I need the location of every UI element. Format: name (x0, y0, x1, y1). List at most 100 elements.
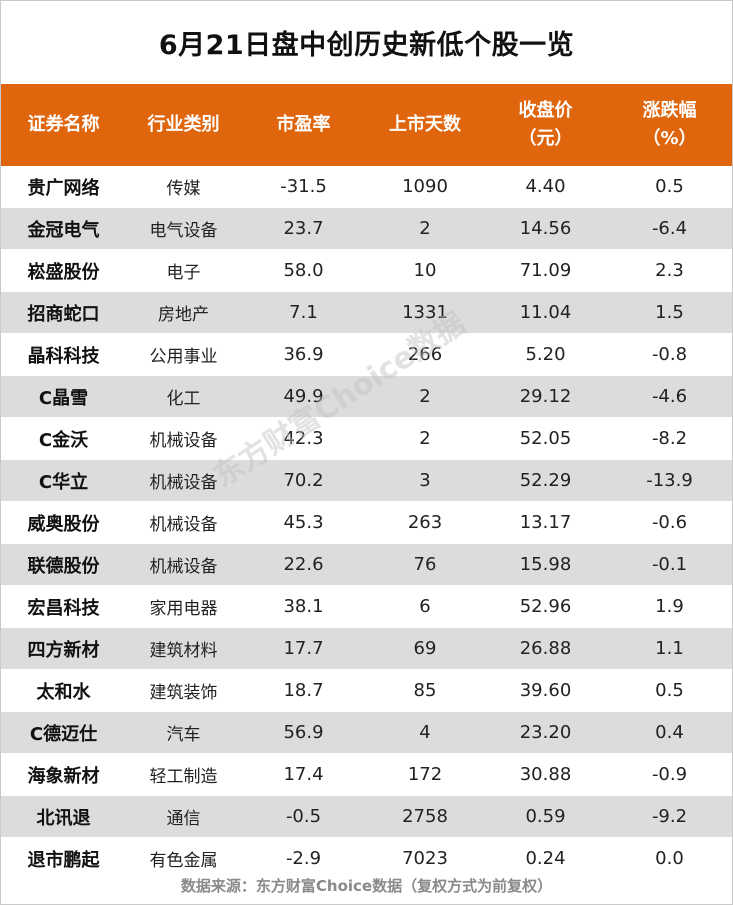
cell-close: 39.60 (484, 669, 607, 712)
cell-change: -4.6 (607, 375, 732, 418)
data-source-note: 数据来源：东方财富Choice数据（复权方式为前复权） (180, 876, 553, 895)
cell-close: 71.09 (484, 249, 607, 292)
cell-pe: 42.3 (241, 417, 366, 460)
header-days: 上市天数 (366, 84, 484, 166)
cell-change: 1.9 (607, 585, 732, 628)
table-row: 太和水 建筑装饰 18.7 85 39.60 0.5 (1, 669, 732, 712)
cell-pe: 22.6 (241, 543, 366, 586)
cell-pe: 70.2 (241, 459, 366, 502)
cell-change: -9.2 (607, 795, 732, 838)
cell-industry: 机械设备 (126, 417, 241, 460)
cell-days: 2 (366, 417, 484, 460)
cell-industry: 机械设备 (126, 543, 241, 586)
table-row: 海象新材 轻工制造 17.4 172 30.88 -0.9 (1, 753, 732, 796)
cell-name: 太和水 (1, 669, 126, 712)
header-name: 证券名称 (1, 84, 126, 166)
table-row: 退市鹏起 有色金属 -2.9 7023 0.24 0.0 (1, 837, 732, 880)
cell-days: 2758 (366, 795, 484, 838)
header-close-line2: （元） (518, 128, 573, 149)
cell-days: 76 (366, 543, 484, 586)
header-industry: 行业类别 (126, 84, 241, 166)
cell-pe: 17.4 (241, 753, 366, 796)
cell-name: 北讯退 (1, 795, 126, 838)
cell-change: -0.6 (607, 501, 732, 544)
cell-days: 263 (366, 501, 484, 544)
table-row: 宏昌科技 家用电器 38.1 6 52.96 1.9 (1, 585, 732, 628)
table-row: C德迈仕 汽车 56.9 4 23.20 0.4 (1, 711, 732, 754)
cell-close: 0.59 (484, 795, 607, 838)
cell-industry: 通信 (126, 795, 241, 838)
cell-industry: 电子 (126, 249, 241, 292)
cell-change: -0.9 (607, 753, 732, 796)
header-change-line2: （%） (642, 128, 697, 149)
cell-change: -8.2 (607, 417, 732, 460)
cell-name: C德迈仕 (1, 711, 126, 754)
cell-days: 7023 (366, 837, 484, 880)
table-row: 北讯退 通信 -0.5 2758 0.59 -9.2 (1, 795, 732, 838)
cell-name: 贵广网络 (1, 166, 126, 208)
cell-industry: 建筑装饰 (126, 669, 241, 712)
cell-name: 四方新材 (1, 627, 126, 670)
cell-close: 26.88 (484, 627, 607, 670)
cell-pe: 17.7 (241, 627, 366, 670)
cell-days: 85 (366, 669, 484, 712)
table-row: 金冠电气 电气设备 23.7 2 14.56 -6.4 (1, 207, 732, 250)
cell-days: 6 (366, 585, 484, 628)
cell-name: 金冠电气 (1, 207, 126, 250)
header-close-line1: 收盘价 (518, 100, 573, 121)
cell-days: 1331 (366, 291, 484, 334)
page-title: 6月21日盘中创历史新低个股一览 (158, 29, 575, 61)
header-change: 涨跌幅 （%） (607, 84, 732, 166)
cell-pe: 49.9 (241, 375, 366, 418)
cell-change: 0.5 (607, 166, 732, 208)
cell-pe: 38.1 (241, 585, 366, 628)
cell-change: 1.5 (607, 291, 732, 334)
cell-change: 1.1 (607, 627, 732, 670)
cell-change: 2.3 (607, 249, 732, 292)
cell-close: 30.88 (484, 753, 607, 796)
cell-name: C金沃 (1, 417, 126, 460)
cell-pe: -0.5 (241, 795, 366, 838)
cell-name: 晶科科技 (1, 333, 126, 376)
cell-days: 2 (366, 207, 484, 250)
header-change-line1: 涨跌幅 (642, 100, 697, 121)
cell-name: 威奥股份 (1, 501, 126, 544)
table-row: 威奥股份 机械设备 45.3 263 13.17 -0.6 (1, 501, 732, 544)
cell-close: 15.98 (484, 543, 607, 586)
cell-industry: 公用事业 (126, 333, 241, 376)
header-close: 收盘价 （元） (484, 84, 607, 166)
cell-days: 4 (366, 711, 484, 754)
cell-change: -0.8 (607, 333, 732, 376)
table-row: C晶雪 化工 49.9 2 29.12 -4.6 (1, 375, 732, 418)
table-row: 招商蛇口 房地产 7.1 1331 11.04 1.5 (1, 291, 732, 334)
header-pe: 市盈率 (241, 84, 366, 166)
cell-days: 172 (366, 753, 484, 796)
cell-close: 13.17 (484, 501, 607, 544)
cell-industry: 有色金属 (126, 837, 241, 880)
cell-close: 11.04 (484, 291, 607, 334)
cell-pe: 7.1 (241, 291, 366, 334)
cell-industry: 化工 (126, 375, 241, 418)
header-row: 证券名称 行业类别 市盈率 上市天数 收盘价 （元） 涨跌幅 （%） (1, 84, 732, 166)
cell-close: 4.40 (484, 166, 607, 208)
cell-name: 退市鹏起 (1, 837, 126, 880)
cell-pe: 58.0 (241, 249, 366, 292)
cell-industry: 电气设备 (126, 207, 241, 250)
cell-name: 宏昌科技 (1, 585, 126, 628)
cell-industry: 汽车 (126, 711, 241, 754)
cell-pe: 56.9 (241, 711, 366, 754)
cell-change: 0.5 (607, 669, 732, 712)
table-row: 贵广网络 传媒 -31.5 1090 4.40 0.5 (1, 166, 732, 208)
cell-change: 0.0 (607, 837, 732, 880)
cell-name: C华立 (1, 459, 126, 502)
table-row: 四方新材 建筑材料 17.7 69 26.88 1.1 (1, 627, 732, 670)
table-row: 崧盛股份 电子 58.0 10 71.09 2.3 (1, 249, 732, 292)
stock-table: 证券名称 行业类别 市盈率 上市天数 收盘价 （元） 涨跌幅 （%） 贵广网络传… (1, 84, 732, 880)
cell-pe: 45.3 (241, 501, 366, 544)
cell-industry: 房地产 (126, 291, 241, 334)
cell-days: 10 (366, 249, 484, 292)
cell-industry: 轻工制造 (126, 753, 241, 796)
cell-pe: 18.7 (241, 669, 366, 712)
cell-pe: -2.9 (241, 837, 366, 880)
cell-change: -0.1 (607, 543, 732, 586)
